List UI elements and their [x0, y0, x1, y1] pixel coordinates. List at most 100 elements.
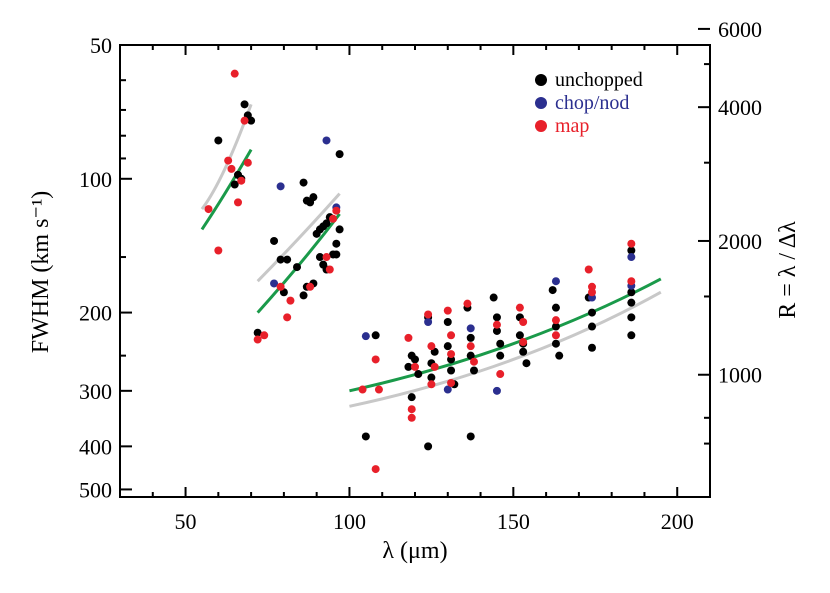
point-chop-nod	[424, 317, 433, 326]
x-tick-label: 50	[175, 509, 197, 534]
x-tick-label: 200	[661, 509, 694, 534]
point-unchopped	[588, 343, 596, 352]
point-chop-nod	[322, 136, 331, 145]
data-points	[204, 69, 636, 474]
point-unchopped	[230, 180, 239, 189]
point-unchopped	[466, 351, 475, 360]
point-map	[447, 350, 456, 359]
point-unchopped	[427, 373, 436, 382]
point-map	[214, 246, 223, 255]
point-unchopped	[407, 393, 416, 402]
point-map	[466, 342, 475, 351]
point-map	[470, 357, 478, 366]
point-chop-nod	[361, 332, 370, 341]
point-unchopped	[335, 225, 344, 234]
point-map	[519, 317, 528, 326]
y-tick-label-left: 200	[79, 301, 112, 326]
point-unchopped	[519, 347, 528, 356]
y-tick-label-left: 400	[79, 434, 112, 459]
point-map	[230, 69, 239, 78]
y-tick-label-left: 100	[79, 167, 112, 192]
x-axis-title: λ (μm)	[382, 538, 447, 564]
point-map	[447, 378, 456, 387]
point-unchopped	[293, 263, 301, 272]
point-unchopped	[335, 150, 344, 159]
point-unchopped	[515, 331, 524, 340]
point-unchopped	[492, 326, 501, 335]
point-unchopped	[470, 366, 478, 375]
legend-label-map: map	[555, 115, 589, 137]
point-map	[237, 176, 246, 185]
x-tick-label: 100	[333, 509, 366, 534]
point-unchopped	[627, 313, 636, 322]
y-tick-label-left: 500	[79, 477, 112, 502]
point-map	[253, 335, 262, 344]
point-unchopped	[443, 317, 452, 326]
point-map	[519, 338, 528, 347]
tick-labels: 50 100 150 200 50 100 200 300 400 500 6000 4000 2000…	[79, 17, 762, 534]
point-map	[234, 198, 242, 207]
point-map	[306, 282, 315, 291]
point-map	[240, 116, 249, 125]
point-map	[411, 362, 419, 371]
point-unchopped	[588, 322, 596, 331]
legend-label-chop-nod: chop/nod	[555, 92, 629, 114]
y-tick-label-right: 4000	[718, 95, 762, 120]
point-unchopped	[411, 355, 419, 364]
point-chop-nod	[276, 182, 285, 191]
point-map	[358, 385, 367, 394]
point-unchopped	[627, 246, 636, 255]
point-map	[430, 362, 439, 371]
point-map	[224, 156, 233, 165]
point-unchopped	[555, 351, 564, 360]
point-map	[322, 253, 331, 262]
point-map	[551, 331, 560, 340]
x-tick-label: 150	[497, 509, 530, 534]
point-chop-nod	[466, 324, 475, 333]
point-map	[407, 405, 416, 414]
point-map	[371, 465, 380, 474]
point-unchopped	[548, 286, 557, 295]
point-unchopped	[247, 116, 256, 125]
point-unchopped	[276, 255, 285, 264]
point-map	[227, 164, 236, 173]
y-tick-label-right: 1000	[718, 363, 762, 388]
point-map	[443, 306, 452, 315]
point-map	[404, 333, 413, 342]
point-unchopped	[270, 236, 279, 245]
point-unchopped	[240, 100, 249, 109]
point-map	[588, 288, 596, 297]
point-map	[325, 265, 334, 274]
point-unchopped	[253, 328, 262, 337]
model-curve-1-segment-1	[256, 213, 341, 314]
point-unchopped	[588, 308, 596, 317]
point-unchopped	[447, 366, 456, 375]
model-curve-0-segment-2	[349, 290, 662, 408]
point-map	[286, 296, 295, 305]
y-tick-label-right: 6000	[718, 17, 762, 42]
y-tick-label-right: 2000	[718, 229, 762, 254]
point-unchopped	[361, 432, 370, 441]
point-unchopped	[315, 253, 324, 262]
model-curves	[200, 103, 662, 408]
legend-label-unchopped: unchopped	[555, 69, 643, 91]
point-chop-nod	[270, 279, 279, 288]
point-unchopped	[496, 351, 505, 360]
point-map	[204, 205, 213, 214]
point-map	[371, 355, 380, 364]
point-unchopped	[332, 250, 341, 259]
point-map	[329, 214, 338, 223]
point-unchopped	[496, 339, 505, 348]
model-curve-1-segment-0	[200, 148, 253, 231]
point-unchopped	[492, 313, 501, 322]
point-map	[276, 282, 285, 291]
point-map	[427, 380, 436, 389]
y-tick-label-left: 300	[79, 379, 112, 404]
point-map	[463, 299, 472, 308]
point-unchopped	[322, 219, 331, 228]
point-map	[374, 385, 383, 394]
point-unchopped	[627, 298, 636, 307]
point-map	[407, 413, 416, 422]
